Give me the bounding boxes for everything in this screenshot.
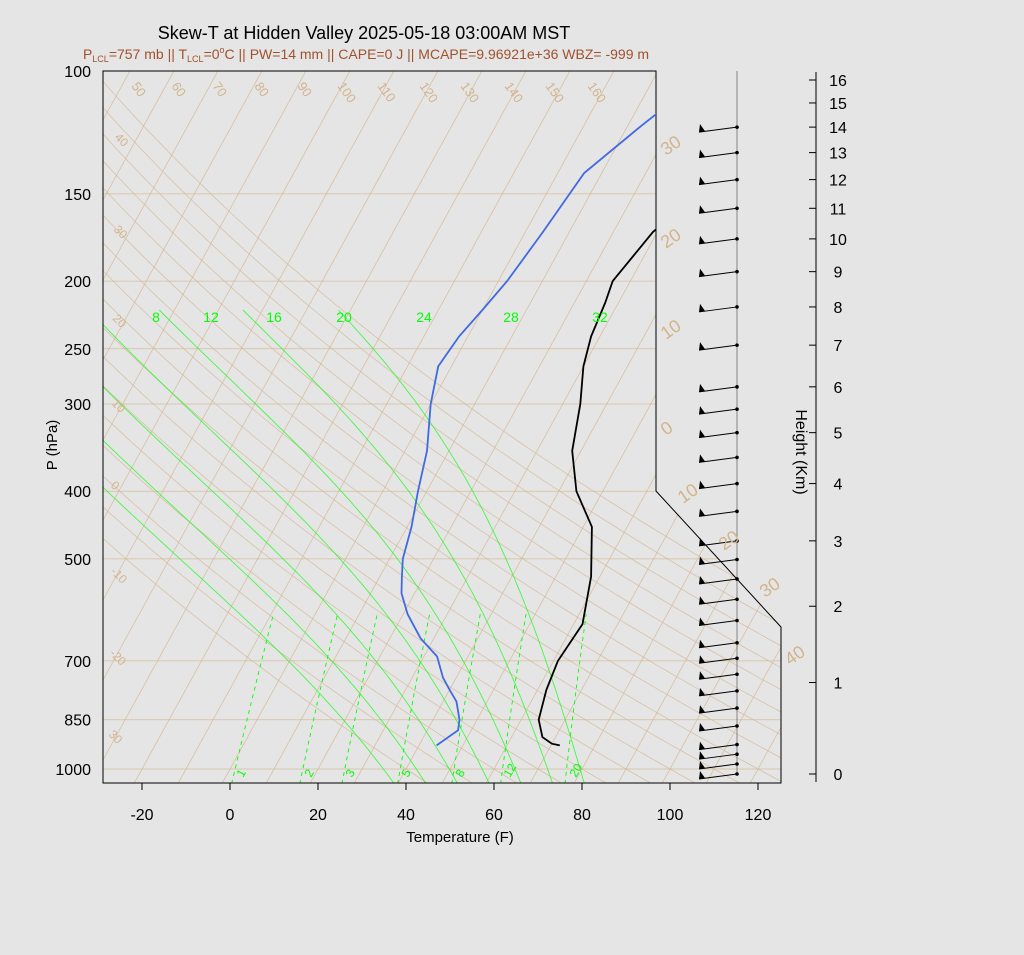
x-tick-label: 80 <box>573 807 591 824</box>
pressure-tick-label: 850 <box>64 713 91 730</box>
pressure-tick-label: 150 <box>64 187 91 204</box>
pressure-tick-label: 100 <box>64 64 91 81</box>
pressure-tick-label: 500 <box>64 552 91 569</box>
x-tick-label: -20 <box>130 807 153 824</box>
x-tick-label: 100 <box>657 807 684 824</box>
height-tick-label: 10 <box>829 232 847 249</box>
moist-adiabat-label: 32 <box>592 309 608 325</box>
height-tick-label: 8 <box>834 300 843 317</box>
height-tick-label: 12 <box>829 173 847 190</box>
height-tick-label: 0 <box>834 767 843 784</box>
height-tick-label: 14 <box>829 120 847 137</box>
height-tick-label: 5 <box>834 426 843 443</box>
chart-subtitle: PLCL=757 mb || TLCL=0oC || PW=14 mm || C… <box>83 45 649 64</box>
height-tick-label: 1 <box>834 676 843 693</box>
height-tick-label: 16 <box>829 73 847 90</box>
height-tick-label: 6 <box>834 380 843 397</box>
x-tick-label: 20 <box>309 807 327 824</box>
pressure-tick-label: 700 <box>64 654 91 671</box>
x-tick-label: 60 <box>485 807 503 824</box>
height-tick-label: 9 <box>834 265 843 282</box>
chart-title: Skew-T at Hidden Valley 2025-05-18 03:00… <box>158 23 571 43</box>
pressure-tick-label: 250 <box>64 342 91 359</box>
moist-adiabat-label: 8 <box>152 309 160 325</box>
height-tick-label: 4 <box>834 477 843 494</box>
pressure-tick-label: 400 <box>64 484 91 501</box>
moist-adiabat-label: 12 <box>203 309 219 325</box>
height-tick-label: 15 <box>829 96 847 113</box>
pressure-tick-label: 200 <box>64 274 91 291</box>
x-axis-label: Temperature (F) <box>406 829 514 846</box>
pressure-tick-label: 1000 <box>55 762 91 779</box>
moist-adiabat-label: 20 <box>336 309 352 325</box>
x-tick-label: 0 <box>226 807 235 824</box>
moist-adiabat-label: 16 <box>266 309 282 325</box>
x-tick-label: 40 <box>397 807 415 824</box>
height-tick-label: 3 <box>834 534 843 551</box>
height-axis-label: Height (Km) <box>792 409 809 494</box>
x-tick-label: 120 <box>745 807 772 824</box>
moist-adiabat-label: 24 <box>416 309 432 325</box>
pressure-tick-label: 300 <box>64 397 91 414</box>
moist-adiabat-label: 28 <box>503 309 519 325</box>
height-tick-label: 2 <box>834 599 843 616</box>
y-axis-label: P (hPa) <box>44 420 61 471</box>
height-tick-label: 13 <box>829 146 847 163</box>
height-tick-label: 11 <box>830 201 847 218</box>
height-tick-label: 7 <box>834 338 843 355</box>
